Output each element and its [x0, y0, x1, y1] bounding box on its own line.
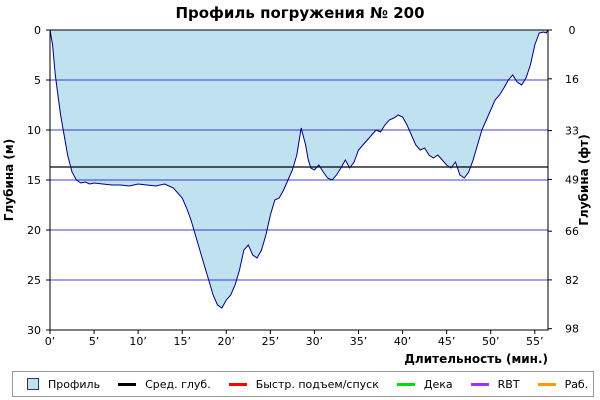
x-tick-label: 45’ — [438, 335, 456, 348]
legend: Профиль Сред. глуб. Быстр. подъем/спуск … — [12, 371, 594, 397]
y-left-tick-label: 5 — [34, 74, 41, 87]
legend-swatch-rbt — [470, 382, 489, 386]
y-right-tick-label: 0 — [569, 24, 576, 37]
x-axis-ticks: 0’ 5’ 10’ 15’ 20’ 25’ 30’ 35’ 40’ 45’ 50’ 55’ — [45, 330, 544, 348]
x-tick-label: 15’ — [173, 335, 191, 348]
x-tick-label: 5’ — [89, 335, 100, 348]
legend-item-deco: Дека — [396, 377, 453, 391]
profile-area — [50, 30, 548, 308]
y-right-tick-label: 82 — [565, 274, 579, 287]
y-right-tick-label: 49 — [565, 173, 579, 186]
x-tick-label: 25’ — [262, 335, 280, 348]
legend-item-rbt: RBT — [470, 377, 520, 391]
y-axis-right-title: Глубина (фт) — [577, 134, 591, 225]
y-right-tick-label: 33 — [565, 125, 579, 138]
y-left-tick-label: 10 — [27, 124, 41, 137]
x-axis-title: Длительность (мин.) — [404, 352, 548, 366]
legend-item-work: Раб. — [537, 377, 589, 391]
x-tick-label: 35’ — [350, 335, 368, 348]
legend-swatch-deco — [396, 382, 415, 386]
y-axis-left-title: Глубина (м) — [2, 139, 16, 221]
legend-swatch-profile — [27, 378, 39, 390]
y-left-tick-label: 20 — [27, 224, 41, 237]
grid-lines — [50, 79, 548, 281]
y-left-tick-label: 30 — [27, 324, 41, 337]
dive-profile-chart: Профиль погружения № 200 0’ 5’ 10’ 15’ 20’ 25… — [2, 4, 591, 366]
x-tick-label: 20’ — [218, 335, 236, 348]
x-tick-label: 0’ — [45, 335, 56, 348]
legend-label-mean-depth: Сред. глуб. — [145, 377, 211, 391]
x-tick-label: 30’ — [306, 335, 324, 348]
y-right-tick-label: 16 — [565, 73, 579, 86]
legend-item-profile: Профиль — [27, 378, 100, 391]
chart-title: Профиль погружения № 200 — [175, 4, 424, 22]
x-tick-label: 55’ — [526, 335, 544, 348]
profile-line — [49, 29, 549, 309]
legend-swatch-work — [537, 382, 556, 386]
legend-label-fast-ascent: Быстр. подъем/спуск — [255, 377, 379, 391]
legend-item-mean-depth: Сред. глуб. — [118, 378, 211, 391]
legend-label-profile: Профиль — [48, 377, 101, 391]
y-left-tick-label: 0 — [34, 24, 41, 37]
legend-label-deco: Дека — [423, 377, 453, 391]
y-axis-right-ticks: 0 16 33 49 66 82 98 — [548, 24, 579, 336]
y-right-tick-label: 66 — [565, 225, 579, 238]
y-left-tick-label: 25 — [27, 274, 41, 287]
legend-item-fast-ascent: Быстр. подъем/спуск — [228, 377, 379, 391]
legend-label-work: Раб. — [564, 377, 589, 391]
y-axis-left-ticks: 0 5 10 15 20 25 30 — [27, 24, 50, 337]
x-tick-label: 10’ — [129, 335, 147, 348]
x-tick-label: 40’ — [394, 335, 412, 348]
y-right-tick-label: 98 — [565, 323, 579, 336]
y-left-tick-label: 15 — [27, 174, 41, 187]
x-tick-label: 50’ — [482, 335, 500, 348]
legend-swatch-mean-depth — [118, 382, 137, 386]
legend-swatch-fast-ascent — [228, 382, 247, 386]
plot-area — [49, 29, 549, 331]
legend-label-rbt: RBT — [497, 377, 520, 391]
